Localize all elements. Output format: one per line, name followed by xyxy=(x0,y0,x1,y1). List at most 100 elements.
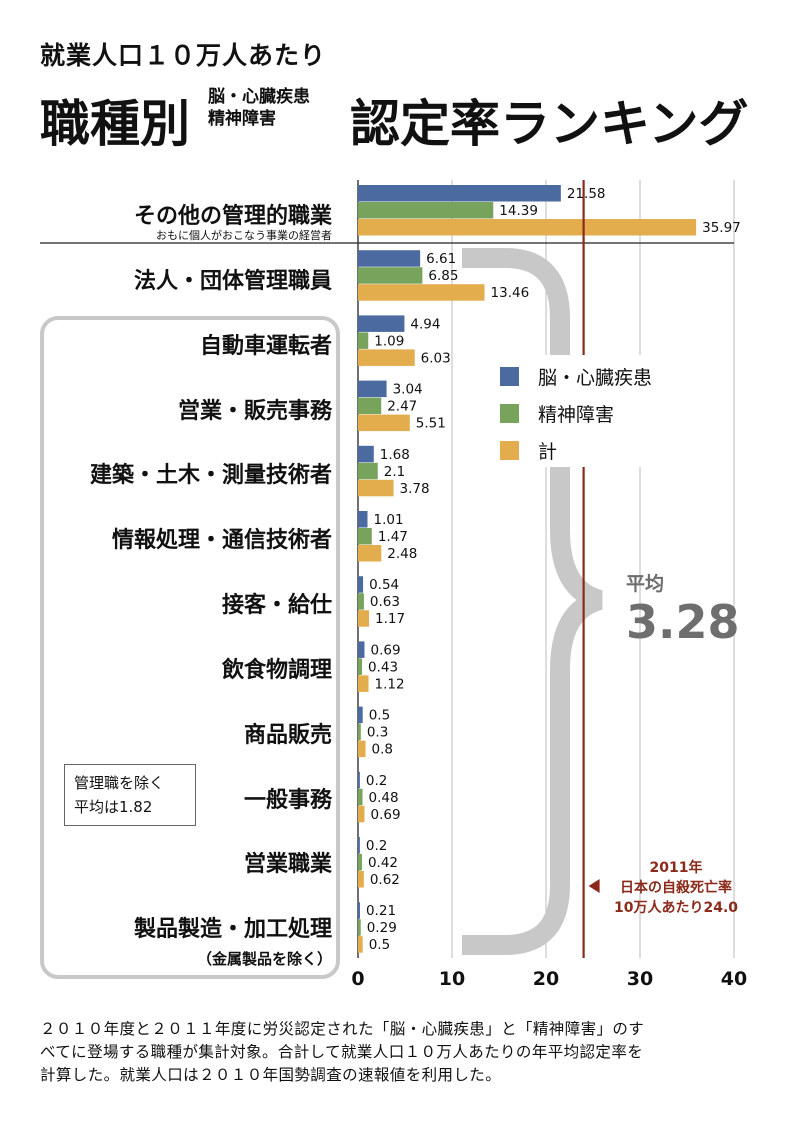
non-manager-average-box: 管理職を除く 平均は1.82 xyxy=(64,764,196,826)
legend-swatch-0 xyxy=(500,367,519,386)
value-label-2-2: 6.03 xyxy=(421,350,451,366)
title-right: 認定率ランキング xyxy=(350,95,749,153)
value-label-7-1: 0.43 xyxy=(368,659,398,675)
x-tick-0: 0 xyxy=(351,968,364,990)
value-label-1-2: 13.46 xyxy=(491,285,530,301)
value-label-7-0: 0.69 xyxy=(370,642,400,658)
value-label-10-1: 0.42 xyxy=(368,855,398,871)
bar-5-2 xyxy=(358,545,382,562)
value-label-5-1: 1.47 xyxy=(378,529,408,545)
average-brace xyxy=(462,248,604,955)
value-label-9-0: 0.2 xyxy=(366,773,387,789)
category-note-last: （金属製品を除く） xyxy=(196,950,332,968)
category-label-3: 営業・販売事務 xyxy=(177,399,332,424)
title-sub-line1: 脳・心臓疾患 xyxy=(208,87,310,107)
value-label-5-2: 2.48 xyxy=(387,546,417,562)
x-tick-30: 30 xyxy=(627,968,653,990)
bar-0-1 xyxy=(358,202,494,219)
category-label-6: 接客・給仕 xyxy=(221,593,332,618)
x-tick-40: 40 xyxy=(721,968,747,990)
value-label-8-0: 0.5 xyxy=(369,708,390,724)
note-box-line2: 平均は1.82 xyxy=(74,798,153,816)
value-label-0-1: 14.39 xyxy=(499,203,538,219)
legend-swatch-1 xyxy=(500,404,519,423)
average-value: 3.28 xyxy=(626,595,740,649)
bar-chart: 21.58 14.39 35.97 6.616.85 13.46 4.94 1.09 6.03… xyxy=(40,180,747,990)
bar-4-0 xyxy=(358,445,374,463)
value-label-2-1: 1.09 xyxy=(374,333,404,349)
bar-2-1 xyxy=(358,332,369,349)
value-label-10-2: 0.62 xyxy=(370,872,400,888)
legend-label-0: 脳・心臓疾患 xyxy=(538,367,652,389)
category-label-4: 建築・土木・測量技術者 xyxy=(89,463,332,488)
bar-9-1 xyxy=(358,788,363,806)
value-label-1-1: 6.85 xyxy=(428,268,458,284)
category-label-7: 飲食物調理 xyxy=(221,658,332,683)
footnote: ２０１０年度と２０１１年度に労災認定された「脳・心臓疾患」と「精神障害」のす べ… xyxy=(40,1018,765,1087)
title-sub-line2: 精神障害 xyxy=(208,109,276,129)
value-label-7-2: 1.12 xyxy=(375,676,405,692)
value-label-6-1: 0.63 xyxy=(370,594,400,610)
bar-11-2 xyxy=(358,936,363,953)
reference-label-0: 2011年 xyxy=(650,859,703,876)
bar-10-1 xyxy=(358,854,362,871)
category-label-10: 営業職業 xyxy=(243,852,332,877)
value-label-3-0: 3.04 xyxy=(393,382,423,398)
value-label-2-0: 4.94 xyxy=(410,316,440,332)
bar-0-2 xyxy=(358,219,697,236)
value-label-9-2: 0.69 xyxy=(370,807,400,823)
category-note-first: おもに個人がおこなう事業の経営者 xyxy=(156,229,332,242)
value-label-5-0: 1.01 xyxy=(373,512,403,528)
bar-3-0 xyxy=(358,380,387,398)
legend-swatch-2 xyxy=(500,441,519,460)
value-label-0-0: 21.58 xyxy=(567,186,606,202)
footnote-line1: ２０１０年度と２０１１年度に労災認定された「脳・心臓疾患」と「精神障害」のす xyxy=(40,1020,645,1038)
bar-9-0 xyxy=(358,771,360,789)
category-label-5: 情報処理・通信技術者 xyxy=(111,528,332,553)
bar-4-2 xyxy=(358,479,394,497)
value-label-1-0: 6.61 xyxy=(426,251,456,267)
value-label-4-2: 3.78 xyxy=(400,481,430,497)
bar-1-2 xyxy=(358,284,485,301)
category-label-8: 商品販売 xyxy=(243,723,332,748)
bar-5-1 xyxy=(358,528,372,545)
footnote-line2: べてに登場する職種が集計対象。合計して就業人口１０万人あたりの年平均認定率を xyxy=(40,1043,644,1061)
category-label-0: その他の管理的職業 xyxy=(133,204,332,229)
bar-3-1 xyxy=(358,397,382,415)
bar-8-0 xyxy=(358,706,363,724)
value-label-6-0: 0.54 xyxy=(369,577,399,593)
note-box-line1: 管理職を除く xyxy=(74,774,165,792)
value-label-6-2: 1.17 xyxy=(375,611,405,627)
bar-3-2 xyxy=(358,414,410,432)
legend-label-2: 計 xyxy=(538,441,557,463)
bar-4-1 xyxy=(358,462,378,480)
category-label-11: 製品製造・加工処理 xyxy=(133,917,332,942)
value-label-0-2: 35.97 xyxy=(702,220,741,236)
bar-7-2 xyxy=(358,675,369,692)
bar-2-0 xyxy=(358,315,405,332)
value-label-8-2: 0.8 xyxy=(372,742,393,758)
bar-7-1 xyxy=(358,658,363,675)
bar-10-2 xyxy=(358,871,364,888)
reference-label-1: 日本の自殺死亡率 xyxy=(620,879,732,896)
bar-1-0 xyxy=(358,250,421,267)
reference-arrow-icon xyxy=(588,879,600,893)
title-left: 職種別 xyxy=(40,95,190,153)
x-tick-20: 20 xyxy=(533,968,559,990)
bar-1-1 xyxy=(358,267,423,284)
value-label-11-0: 0.21 xyxy=(366,903,396,919)
footnote-line3: 計算した。就業人口は２０１０年国勢調査の速報値を利用した。 xyxy=(40,1066,502,1084)
bar-11-1 xyxy=(358,919,361,936)
value-label-11-1: 0.29 xyxy=(367,920,397,936)
bar-8-2 xyxy=(358,740,366,758)
category-label-9: 一般事務 xyxy=(243,788,332,813)
bar-0-0 xyxy=(358,185,561,202)
value-label-9-1: 0.48 xyxy=(369,790,399,806)
category-group-frame xyxy=(40,316,340,979)
category-label-2: 自動車運転者 xyxy=(199,334,332,359)
bar-5-0 xyxy=(358,511,368,528)
value-label-10-0: 0.2 xyxy=(366,838,387,854)
reference-label-2: 10万人あたり24.0 xyxy=(614,899,738,916)
bar-6-1 xyxy=(358,593,364,610)
value-label-4-0: 1.68 xyxy=(380,447,410,463)
